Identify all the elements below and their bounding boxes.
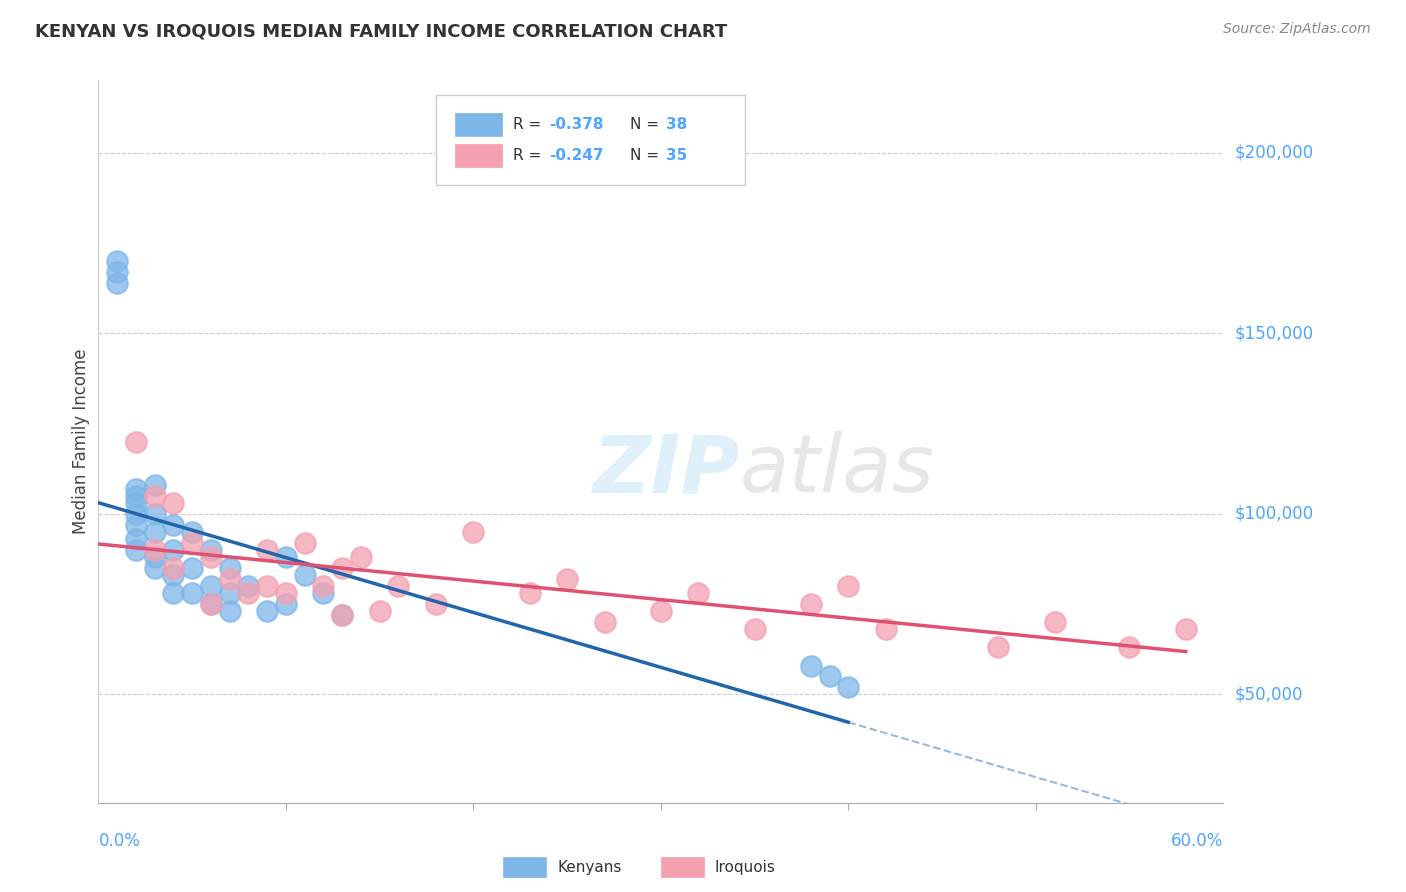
Point <box>368 604 391 618</box>
Point <box>143 478 166 492</box>
Point <box>1043 615 1066 630</box>
Point <box>387 579 409 593</box>
Point <box>200 579 222 593</box>
Text: $200,000: $200,000 <box>1234 144 1313 161</box>
Text: KENYAN VS IROQUOIS MEDIAN FAMILY INCOME CORRELATION CHART: KENYAN VS IROQUOIS MEDIAN FAMILY INCOME … <box>35 22 727 40</box>
Point <box>125 517 148 532</box>
Text: N =: N = <box>630 148 664 163</box>
Text: Iroquois: Iroquois <box>714 860 776 874</box>
Point <box>688 586 710 600</box>
Point <box>162 561 184 575</box>
Point <box>162 586 184 600</box>
Point <box>143 524 166 539</box>
FancyBboxPatch shape <box>456 112 502 136</box>
Point <box>143 507 166 521</box>
Point <box>162 517 184 532</box>
Text: 38: 38 <box>666 117 688 132</box>
Point <box>425 597 447 611</box>
FancyBboxPatch shape <box>503 857 546 877</box>
Point <box>125 482 148 496</box>
Point <box>330 607 353 622</box>
Text: -0.247: -0.247 <box>550 148 605 163</box>
Point <box>105 253 128 268</box>
Point <box>274 597 297 611</box>
Text: ZIP: ZIP <box>592 432 740 509</box>
Point <box>312 579 335 593</box>
Point <box>800 658 823 673</box>
Text: $100,000: $100,000 <box>1234 505 1313 523</box>
Text: atlas: atlas <box>740 432 935 509</box>
Text: $50,000: $50,000 <box>1234 685 1303 704</box>
Point <box>463 524 485 539</box>
Point <box>162 496 184 510</box>
Point <box>200 597 222 611</box>
Text: -0.378: -0.378 <box>550 117 605 132</box>
Point <box>875 623 897 637</box>
Point <box>143 489 166 503</box>
Point <box>800 597 823 611</box>
Point <box>238 586 260 600</box>
Point <box>256 604 278 618</box>
Text: N =: N = <box>630 117 664 132</box>
FancyBboxPatch shape <box>456 144 502 167</box>
Point <box>274 586 297 600</box>
Point <box>162 568 184 582</box>
Point <box>218 561 240 575</box>
Y-axis label: Median Family Income: Median Family Income <box>72 349 90 534</box>
Point <box>181 524 204 539</box>
Point <box>181 586 204 600</box>
Point <box>294 568 316 582</box>
Text: 0.0%: 0.0% <box>98 831 141 850</box>
Point <box>218 586 240 600</box>
Point <box>256 542 278 557</box>
Point <box>1174 623 1197 637</box>
Text: Source: ZipAtlas.com: Source: ZipAtlas.com <box>1223 22 1371 37</box>
Point <box>125 542 148 557</box>
Point <box>218 604 240 618</box>
Point <box>350 550 373 565</box>
Point <box>312 586 335 600</box>
Point <box>181 561 204 575</box>
Point <box>162 542 184 557</box>
Point <box>125 489 148 503</box>
Point <box>200 550 222 565</box>
FancyBboxPatch shape <box>436 95 745 185</box>
Point <box>555 572 578 586</box>
Point <box>274 550 297 565</box>
Point <box>330 561 353 575</box>
Point <box>744 623 766 637</box>
Point <box>837 680 859 694</box>
Text: Kenyans: Kenyans <box>557 860 621 874</box>
Point <box>593 615 616 630</box>
Point <box>125 532 148 546</box>
Point <box>650 604 672 618</box>
Point <box>143 542 166 557</box>
Point <box>181 535 204 549</box>
Point <box>105 265 128 279</box>
Text: $150,000: $150,000 <box>1234 324 1313 343</box>
Point <box>125 434 148 449</box>
FancyBboxPatch shape <box>661 857 703 877</box>
Point <box>143 550 166 565</box>
Point <box>238 579 260 593</box>
Text: R =: R = <box>513 148 547 163</box>
Point <box>294 535 316 549</box>
Point <box>143 561 166 575</box>
Point <box>330 607 353 622</box>
Point <box>125 507 148 521</box>
Text: 60.0%: 60.0% <box>1171 831 1223 850</box>
Text: 35: 35 <box>666 148 688 163</box>
Point <box>987 640 1010 655</box>
Point <box>105 276 128 290</box>
Point <box>200 542 222 557</box>
Point <box>837 579 859 593</box>
Text: R =: R = <box>513 117 547 132</box>
Point <box>218 572 240 586</box>
Point <box>519 586 541 600</box>
Point <box>1118 640 1140 655</box>
Point <box>200 597 222 611</box>
Point <box>818 669 841 683</box>
Point <box>256 579 278 593</box>
Point <box>125 496 148 510</box>
